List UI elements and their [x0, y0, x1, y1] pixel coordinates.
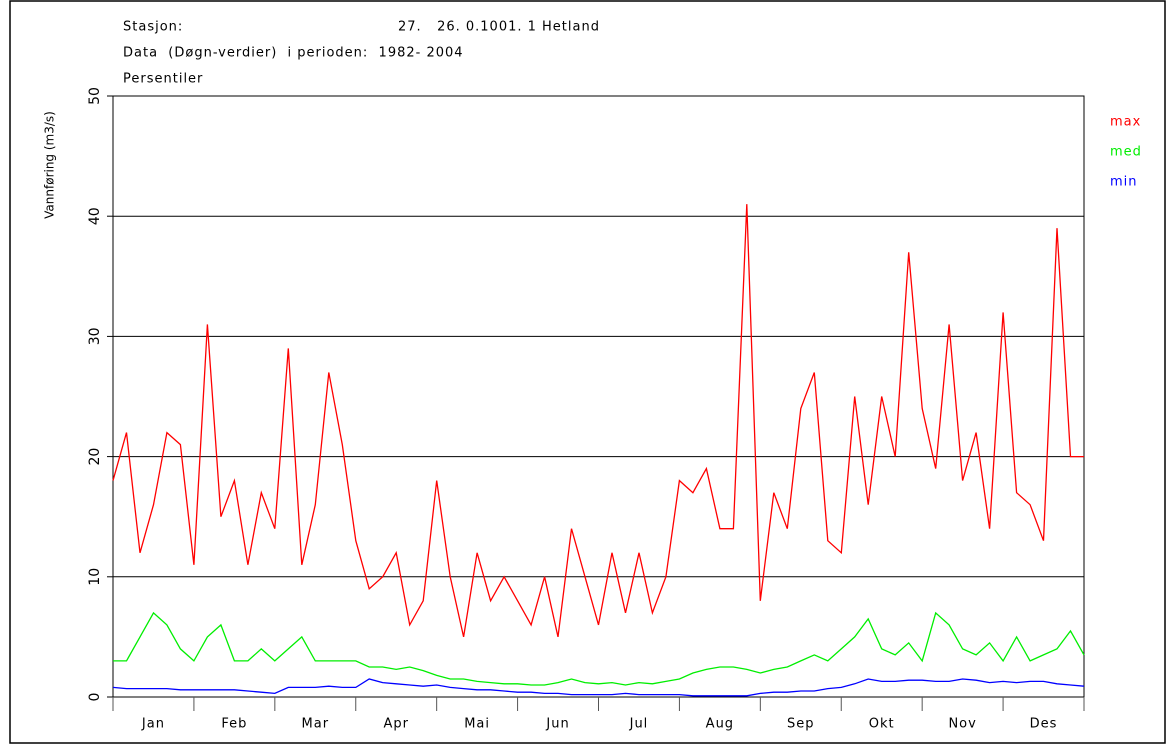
y-tick-label: 0 [87, 693, 103, 702]
x-tick-label: Okt [869, 717, 895, 732]
y-tick-label: 10 [87, 568, 103, 586]
plot-area [112, 95, 1085, 698]
legend-label: max [1110, 115, 1141, 130]
y-tick-label: 50 [87, 87, 103, 105]
x-tick-label: Aug [706, 717, 734, 732]
x-tick-label: Des [1030, 717, 1058, 732]
x-tick-label: Mar [302, 717, 330, 732]
y-tick-label: 30 [87, 327, 103, 345]
x-tick-label: Apr [383, 717, 409, 732]
x-tick-label: Jan [141, 717, 165, 732]
legend-label: min [1110, 175, 1138, 190]
title-label: Stasjon: [123, 20, 183, 35]
x-tick-label: Jul [629, 717, 649, 732]
note: Persentiler [123, 72, 203, 87]
legend-label: med [1110, 145, 1142, 160]
x-tick-label: Nov [948, 717, 976, 732]
series-line [113, 611, 1085, 686]
x-tick-label: Sep [787, 717, 815, 732]
y-axis-label: Vannføring (m3/s) [43, 111, 57, 219]
subtitle: Data (Døgn-verdier) i perioden: 1982- 20… [123, 46, 464, 61]
frame [9, 0, 1166, 744]
series-line [112, 678, 1085, 697]
x-tick-label: Feb [221, 717, 247, 732]
y-tick-label: 40 [87, 207, 103, 225]
x-tick-label: Mai [464, 717, 490, 732]
series-line [112, 204, 1084, 638]
y-tick-label: 20 [87, 448, 103, 466]
chart-title: 27. 26. 0.1001. 1 Hetland [398, 20, 600, 35]
x-tick-label: Jun [545, 717, 569, 732]
